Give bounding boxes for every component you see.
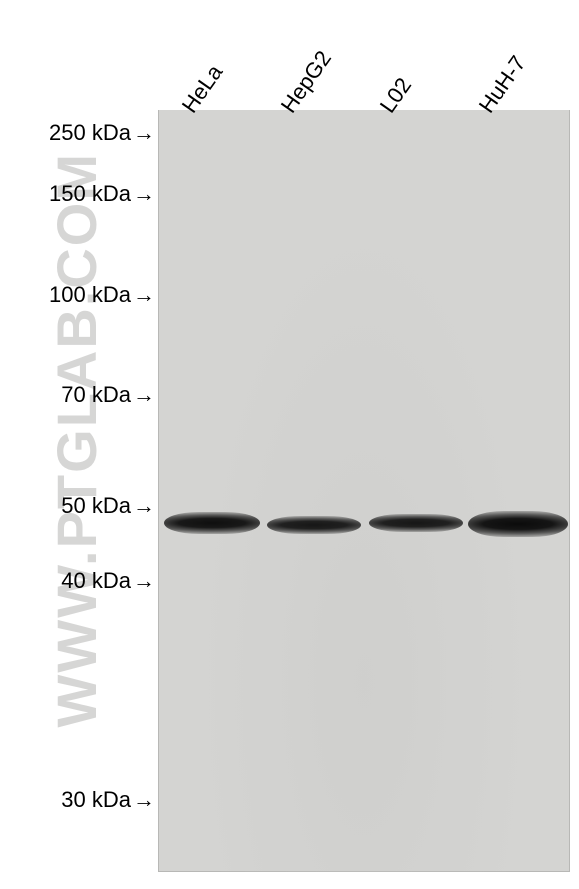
mw-marker-label: 250 kDa→: [0, 120, 155, 146]
blot-membrane: [158, 110, 570, 872]
lane-label: HuH-7: [474, 51, 532, 118]
mw-labels-group: 250 kDa→ 150 kDa→ 100 kDa→ 70 kDa→ 50 kDa→ 40…: [0, 0, 155, 889]
mw-marker-label: 150 kDa→: [0, 181, 155, 207]
arrow-right-icon: →: [133, 568, 155, 594]
mw-marker-label: 40 kDa→: [0, 568, 155, 594]
mw-marker-label: 50 kDa→: [0, 493, 155, 519]
arrow-right-icon: →: [133, 493, 155, 519]
arrow-right-icon: →: [133, 181, 155, 207]
lane-label: HeLa: [177, 60, 228, 118]
mw-marker-label: 70 kDa→: [0, 382, 155, 408]
protein-band: [369, 514, 463, 532]
arrow-right-icon: →: [133, 787, 155, 813]
arrow-right-icon: →: [133, 282, 155, 308]
arrow-right-icon: →: [133, 382, 155, 408]
lane-label: HepG2: [276, 46, 337, 118]
protein-band: [468, 511, 568, 537]
blot-figure: WWW.PTGLAB.COM HeLaHepG2L02HuH-7 250 kDa…: [0, 0, 579, 889]
protein-band: [164, 512, 260, 534]
arrow-right-icon: →: [133, 120, 155, 146]
protein-band: [267, 516, 361, 534]
mw-marker-label: 30 kDa→: [0, 787, 155, 813]
mw-marker-label: 100 kDa→: [0, 282, 155, 308]
